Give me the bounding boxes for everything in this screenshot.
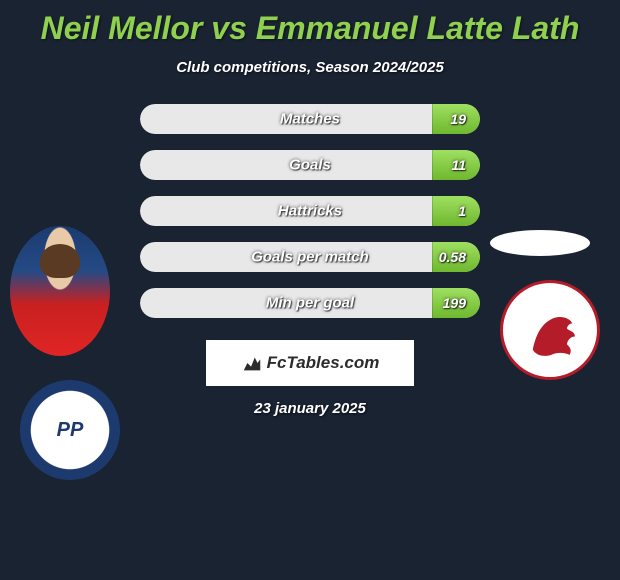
stat-bar: Goals 11: [140, 150, 480, 180]
club-crest-left: PP: [20, 380, 120, 480]
stat-bar-label: Goals: [289, 157, 331, 174]
stat-bar-fill-right: [432, 196, 480, 226]
club-crest-left-initials: PP: [57, 419, 84, 442]
brand-text: FcTables.com: [267, 353, 380, 373]
comparison-container: PP Matches19Goals11Hattricks1Goals per m…: [0, 104, 620, 417]
stat-bar-label: Goals per match: [251, 249, 369, 266]
club-crest-right: [500, 280, 600, 380]
stat-bar: Matches 19: [140, 104, 480, 134]
stat-bar-label: Matches: [280, 111, 340, 128]
stat-bar-label: Min per goal: [266, 295, 354, 312]
brand-badge: FcTables.com: [206, 340, 414, 386]
page-title: Neil Mellor vs Emmanuel Latte Lath: [0, 0, 620, 47]
stat-bar-value-right: 199: [443, 295, 466, 311]
stat-bar-value-right: 1: [458, 203, 466, 219]
stat-bar: Hattricks 1: [140, 196, 480, 226]
stat-bar-value-right: 11: [451, 157, 466, 173]
player-right-avatar-placeholder: [490, 230, 590, 256]
subtitle: Club competitions, Season 2024/2025: [0, 59, 620, 76]
stat-bar-list: Matches 19 Goals 11 Hattricks 1 Goals per matc…: [140, 104, 480, 318]
stat-bar: Min per goal 199: [140, 288, 480, 318]
stat-bar-label: Hattricks: [278, 203, 342, 220]
stat-bar-value-right: 0.58: [439, 249, 466, 265]
player-left-avatar: [10, 226, 110, 356]
brand-logo-icon: [241, 352, 263, 374]
stat-bar: Goals per match 0.58: [140, 242, 480, 272]
lion-icon: [517, 297, 583, 363]
stat-bar-value-right: 19: [450, 111, 466, 127]
